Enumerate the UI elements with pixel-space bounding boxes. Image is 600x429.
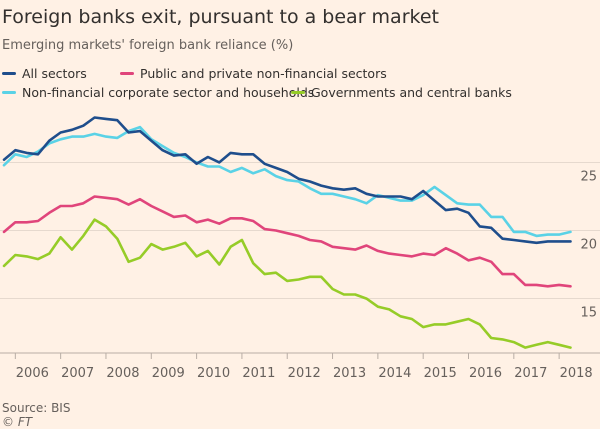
legend-swatch — [2, 72, 16, 75]
x-tick-label: 2007 — [61, 366, 94, 381]
credit-note: © FT — [2, 415, 33, 429]
x-tick-label: 2008 — [106, 366, 139, 381]
legend-item-all-sectors: All sectors — [2, 66, 87, 81]
legend-label: All sectors — [22, 66, 87, 81]
x-tick-label: 2013 — [333, 366, 366, 381]
y-tick-label: 15 — [580, 306, 597, 321]
x-tick-label: 2009 — [152, 366, 185, 381]
y-tick-label: 25 — [580, 169, 597, 184]
x-tick-label: 2017 — [514, 366, 547, 381]
chart-subtitle: Emerging markets' foreign bank reliance … — [2, 38, 294, 53]
legend-item-corporate-households: Non-financial corporate sector and house… — [2, 85, 314, 100]
series-line-governments-and-central-banks — [2, 218, 572, 349]
x-tick-label: 2010 — [197, 366, 230, 381]
x-tick-label: 2014 — [378, 366, 411, 381]
series-line-public-and-private-non-financial-sectors — [2, 195, 572, 288]
legend-swatch — [291, 91, 305, 94]
x-tick-label: 2018 — [560, 366, 593, 381]
legend-swatch — [2, 91, 16, 94]
legend-item-public-private: Public and private non-financial sectors — [120, 66, 387, 81]
legend-label: Non-financial corporate sector and house… — [22, 85, 315, 100]
series-line-all-sectors — [2, 116, 572, 245]
x-tick-label: 2011 — [242, 366, 275, 381]
legend-swatch — [120, 72, 134, 75]
source-note: Source: BIS — [2, 401, 71, 415]
y-tick-label: 20 — [580, 238, 597, 253]
legend-label: Public and private non-financial sectors — [140, 66, 387, 81]
x-tick-label: 2016 — [469, 366, 502, 381]
legend-item-governments: Governments and central banks — [291, 85, 512, 100]
x-tick-label: 2015 — [424, 366, 457, 381]
x-tick-label: 2006 — [16, 366, 49, 381]
series-line-non-financial-corporate-sector-and-households — [2, 125, 572, 238]
legend-label: Governments and central banks — [311, 85, 512, 100]
legend: All sectors Public and private non-finan… — [0, 66, 600, 106]
x-tick-label: 2012 — [288, 366, 321, 381]
chart-title: Foreign banks exit, pursuant to a bear m… — [2, 6, 439, 28]
